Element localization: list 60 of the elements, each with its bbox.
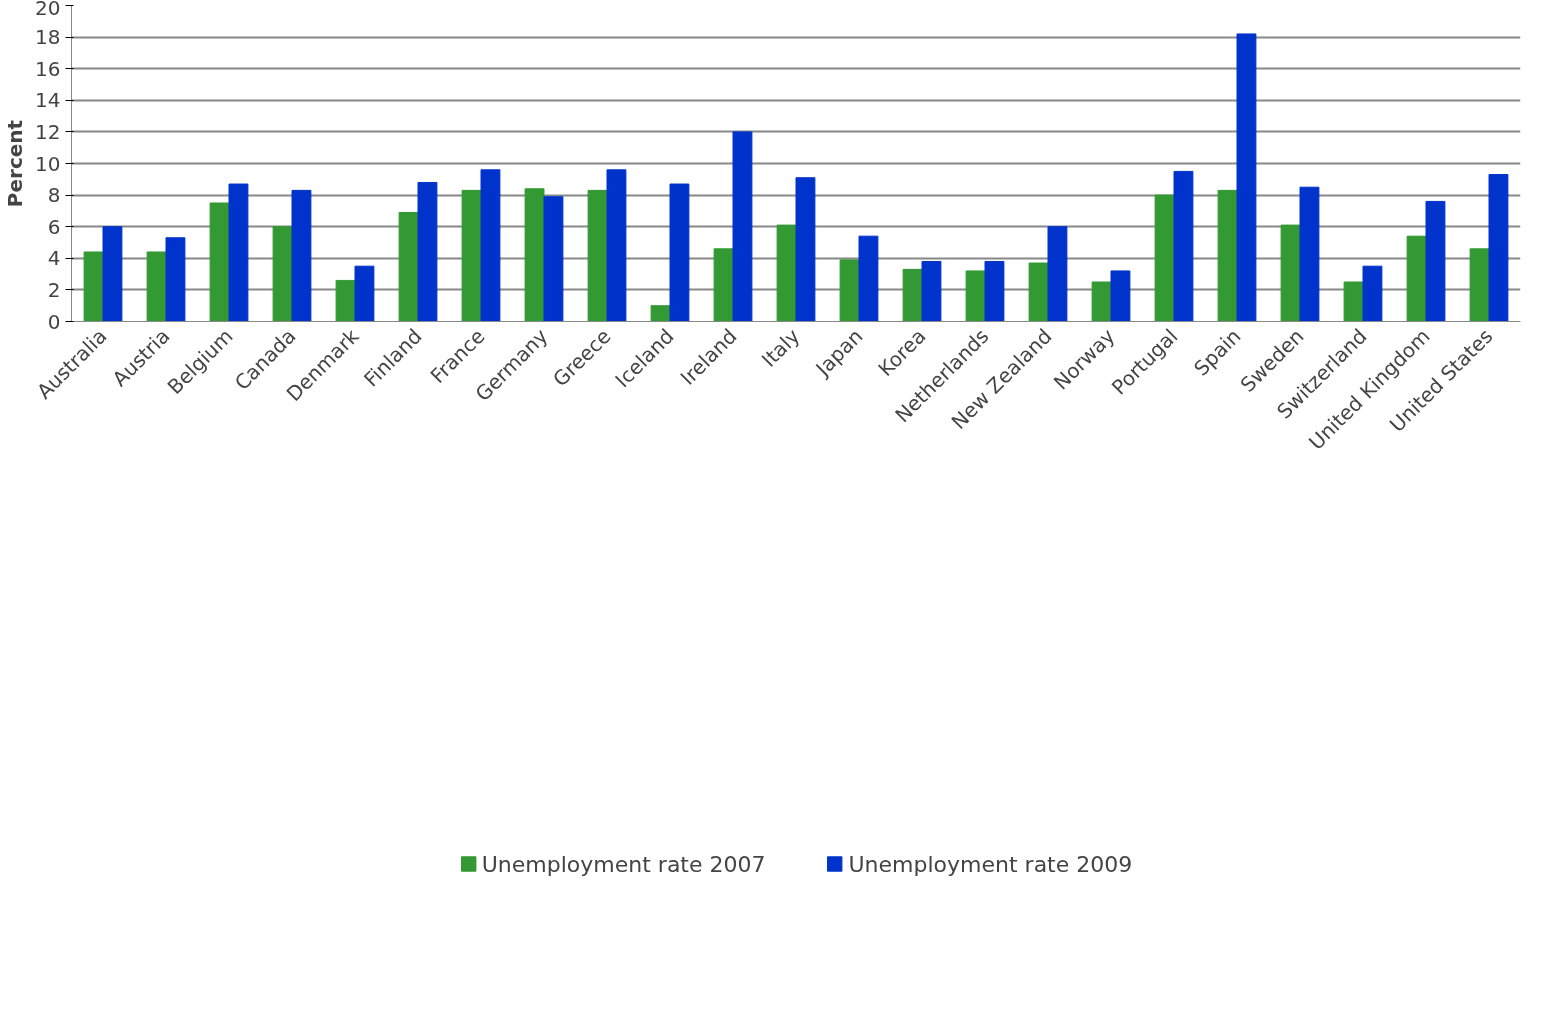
bar [417,181,438,322]
legend-label: Unemployment rate 2007 [481,851,766,877]
bar [1091,281,1112,322]
bar [209,202,230,322]
bar [1280,224,1301,322]
bar [102,226,123,322]
y-tick-label: 2 [47,277,61,302]
bar [1236,33,1257,322]
bar [146,251,167,322]
y-tick-label: 18 [35,25,61,50]
bar [902,268,923,322]
bar [965,270,986,322]
y-tick-label: 16 [35,56,61,81]
bar [776,224,797,322]
y-tick-label: 14 [35,88,61,113]
bar [669,183,690,322]
bar [398,211,419,322]
bar [543,196,564,322]
bar [587,189,608,322]
y-tick-label: 10 [35,151,61,176]
bar [1217,189,1238,322]
y-tick-label: 12 [35,119,61,144]
bar [354,265,375,322]
bar [606,169,627,322]
y-tick-label: 4 [47,246,61,271]
bar [795,177,816,322]
y-tick-label: 8 [47,183,61,208]
bar [291,189,312,322]
bar [921,260,942,322]
bar [1299,186,1320,322]
bar [165,237,186,322]
y-tick-label: 6 [47,214,61,239]
bar [83,251,104,322]
bar [650,305,671,322]
y-axis-title: Percent [3,119,28,208]
bar [732,131,753,322]
bar [1028,262,1049,322]
bar [1425,200,1446,322]
bar [461,189,482,322]
bar [984,260,1005,322]
bar [1154,194,1175,322]
y-tick-label: 0 [47,309,61,334]
bar [272,226,293,322]
bar [524,188,545,322]
bar [1406,235,1427,322]
bar [228,183,249,322]
bar [1469,248,1490,322]
bar [335,279,356,322]
bar [858,235,879,322]
bar [839,259,860,322]
bar [1047,226,1068,322]
bar [1488,174,1509,322]
bar [1110,270,1131,322]
bar [480,169,501,322]
bar [1173,170,1194,322]
bar [1343,281,1364,322]
legend-label: Unemployment rate 2009 [848,851,1133,877]
bar [1362,265,1383,322]
y-tick-label: 20 [35,0,61,20]
bar [713,248,734,322]
